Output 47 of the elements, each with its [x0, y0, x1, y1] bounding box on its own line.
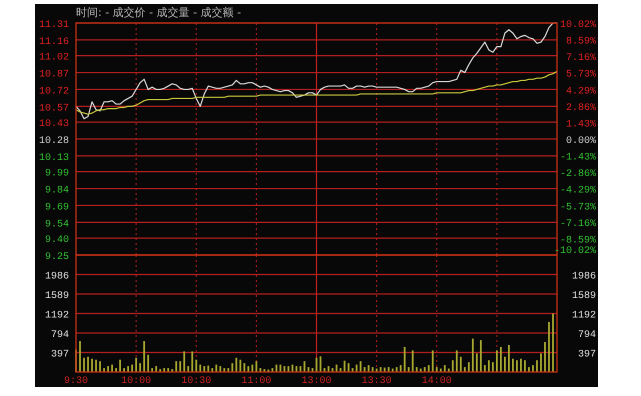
y-tick-label: 1192: [44, 310, 69, 322]
y-tick-label: 1589: [44, 290, 69, 302]
y2-tick-label: -2.86%: [560, 169, 596, 180]
y-tick-label: 10.43: [38, 119, 69, 130]
x-tick-label: 9:30: [64, 376, 88, 387]
y-tick-label: 9.69: [44, 202, 69, 214]
y-tick-label: 10.72: [38, 86, 69, 98]
x-tick-label: 13:30: [362, 376, 392, 387]
y-tick-label: 794: [50, 330, 69, 342]
y2-tick-label: 7.16%: [566, 53, 596, 64]
y2-tick-label: 1589: [572, 290, 596, 302]
y2-tick-label: -1.43%: [560, 152, 596, 164]
y-tick-label: 397: [50, 350, 69, 361]
x-tick-label: 10:00: [121, 376, 152, 387]
y-tick-label: 10.13: [38, 152, 69, 164]
y2-tick-label: 2.86%: [566, 102, 596, 114]
y2-tick-label: 4.29%: [566, 86, 596, 98]
y-tick-label: 9.84: [44, 186, 69, 197]
y-tick-label: 11.31: [38, 20, 69, 31]
y2-tick-label: 794: [578, 330, 596, 342]
y2-tick-label: 1.43%: [566, 119, 596, 130]
y-tick-label: 9.99: [44, 168, 69, 180]
y2-tick-label: 397: [578, 350, 596, 361]
y-tick-label: 10.87: [38, 70, 69, 81]
x-tick-label: 10:30: [181, 376, 212, 387]
y-tick-label: 9.40: [44, 235, 69, 246]
y2-tick-label: -7.16%: [560, 218, 596, 230]
y-tick-label: 11.16: [38, 36, 69, 48]
y2-tick-label: -4.29%: [560, 186, 596, 197]
y2-tick-label: 0.00%: [566, 136, 596, 147]
y2-tick-label: 8.59%: [566, 36, 596, 48]
x-tick-label: 14:00: [422, 376, 452, 387]
y2-tick-label: 10.02%: [560, 20, 596, 31]
x-tick-label: 13:00: [301, 376, 332, 387]
y2-tick-label: -8.59%: [560, 235, 596, 246]
y2-tick-label: 1986: [572, 271, 596, 282]
y2-tick-label: 5.73%: [566, 70, 596, 81]
y-tick-label: 11.02: [38, 52, 69, 64]
x-tick-label: 11:00: [241, 376, 272, 387]
chart-title: 时间: - 成交价 - 成交量 - 成交额 -: [76, 6, 242, 19]
y-tick-label: 10.28: [38, 136, 69, 147]
y2-tick-label: 1192: [572, 310, 596, 322]
y-tick-label: 1986: [44, 271, 69, 282]
y2-tick-label: -5.73%: [560, 202, 596, 214]
y-tick-label: 10.57: [38, 103, 69, 114]
y-tick-label: 9.54: [44, 219, 69, 230]
y-tick-label: 9.25: [44, 252, 69, 263]
